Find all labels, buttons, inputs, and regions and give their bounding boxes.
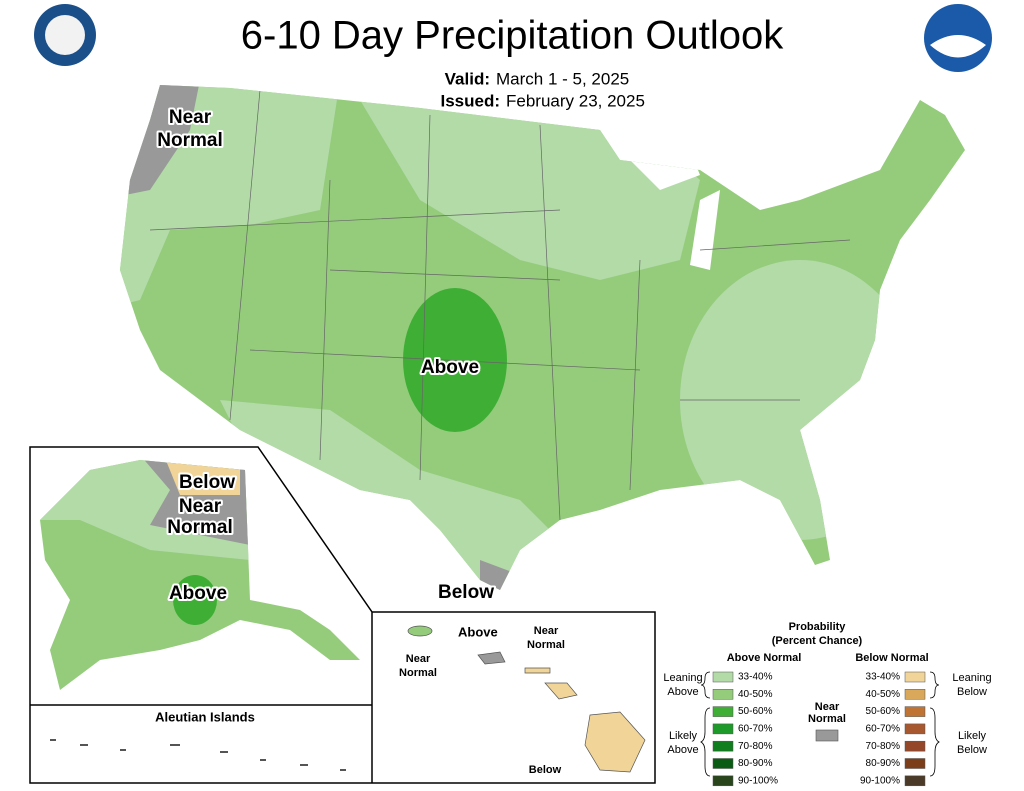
legend-group: Above <box>667 686 698 698</box>
legend-swatch <box>712 758 734 769</box>
legend-group: Above <box>667 744 698 756</box>
hi-label: Near <box>534 625 559 637</box>
legend-label: 60-70% <box>738 724 773 735</box>
legend-swatch <box>904 706 926 717</box>
aleutian-islands <box>50 739 346 771</box>
legend-swatch <box>904 740 926 752</box>
legend-label: 33-40% <box>866 672 901 683</box>
legend-label: 33-40% <box>738 672 773 683</box>
hi-oahu <box>477 651 506 665</box>
legend-label: 40-50% <box>738 689 773 700</box>
legend-header: Above Normal <box>727 652 802 664</box>
legend-label: 60-70% <box>866 724 901 735</box>
ak-label: Below <box>179 472 235 493</box>
legend-label: 40-50% <box>866 689 901 700</box>
legend-swatch <box>712 671 734 683</box>
noaa-bird <box>930 35 986 58</box>
conus-label: Below <box>438 582 494 603</box>
hi-label: Near <box>406 653 431 665</box>
legend-swatch <box>904 671 926 683</box>
aleutians-title: Aleutian Islands <box>155 709 255 724</box>
hi-label: Above <box>458 624 498 639</box>
valid-dates: March 1 - 5, 2025 <box>496 69 629 88</box>
inset-frames <box>29 446 656 784</box>
legend-swatch <box>904 689 926 700</box>
legend-swatch <box>712 775 734 787</box>
valid-label: Valid: <box>445 69 490 88</box>
ak-label: Above <box>169 583 227 604</box>
issued-label: Issued: <box>440 91 500 110</box>
conus-label: Near <box>169 107 212 128</box>
hi-label: Normal <box>399 667 437 679</box>
legend-swatch <box>904 723 926 735</box>
hi-kauai <box>407 625 433 637</box>
state-borders <box>149 89 851 521</box>
ak-label: Normal <box>167 517 232 538</box>
region-50-60 <box>403 288 507 432</box>
legend-title: (Percent Chance) <box>772 635 863 647</box>
hi-label: Below <box>529 764 562 776</box>
issued-date: February 23, 2025 <box>506 91 645 110</box>
legend-swatch <box>904 758 926 769</box>
hi-big-island <box>584 711 646 773</box>
region-near-normal-tx <box>480 560 530 590</box>
ak-50-60 <box>173 575 217 625</box>
legend-label: 50-60% <box>738 706 773 717</box>
legend-near-normal: Near <box>815 701 840 713</box>
legend-swatch <box>712 689 734 700</box>
ak-label: Near <box>179 496 222 517</box>
legend-group: Leaning <box>663 672 702 684</box>
legend-group: Below <box>957 686 987 698</box>
legend-label: 80-90% <box>866 758 901 769</box>
hi-maui <box>524 667 578 700</box>
legend-swatch <box>815 729 839 742</box>
legend-label: 70-80% <box>738 741 773 752</box>
legend-label: 90-100% <box>860 775 900 786</box>
legend-group: Below <box>957 744 987 756</box>
legend-label: 80-90% <box>738 758 773 769</box>
legend-group: Likely <box>669 730 698 742</box>
title: 6-10 Day Precipitation Outlook <box>241 14 785 58</box>
legend-label: 90-100% <box>738 775 778 786</box>
conus-label: Above <box>421 357 479 378</box>
legend-header: Below Normal <box>855 652 928 664</box>
legend-braces <box>700 671 940 777</box>
legend-swatch <box>712 740 734 752</box>
hi-label: Normal <box>527 639 565 651</box>
legend-swatch <box>712 706 734 717</box>
legend-label: 50-60% <box>866 706 901 717</box>
legend-swatch <box>904 775 926 787</box>
legend-group: Leaning <box>952 672 991 684</box>
legend-label: 70-80% <box>866 741 901 752</box>
legend-swatch <box>712 723 734 735</box>
conus-label: Normal <box>157 130 222 151</box>
legend-title: Probability <box>789 621 847 633</box>
legend-group: Likely <box>958 730 987 742</box>
legend-near-normal: Normal <box>808 713 846 725</box>
seal-center <box>45 15 85 55</box>
great-lakes <box>620 150 720 270</box>
